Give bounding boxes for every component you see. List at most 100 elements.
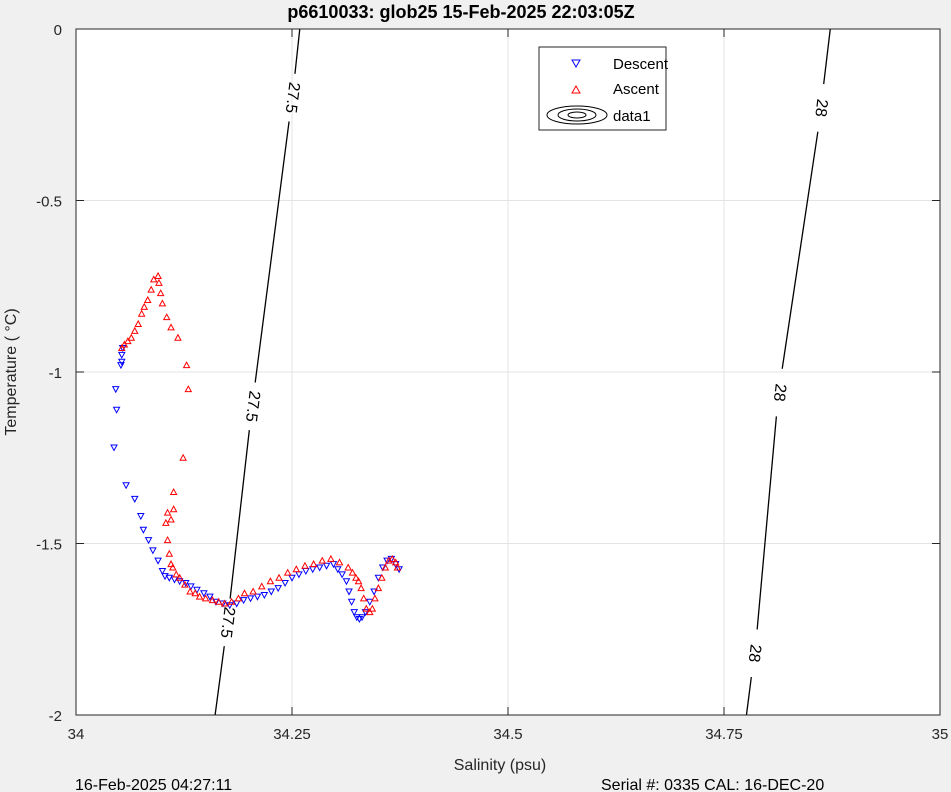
- ascent-point-31: [220, 599, 229, 607]
- descent-point-22: [200, 590, 208, 598]
- descent-marker-icon: [571, 59, 581, 69]
- ascent-point-18: [327, 554, 335, 562]
- contour-1-label-0: 28: [745, 643, 764, 663]
- y-tick-label-4: -2: [49, 708, 62, 725]
- ascent-point-62: [143, 295, 152, 303]
- descent-point-42: [333, 566, 342, 574]
- legend-entry-data1: data1: [546, 105, 651, 125]
- ascent-point-35: [195, 592, 204, 600]
- ascent-marker-icon: [571, 84, 581, 94]
- ascent-point-41: [168, 563, 177, 571]
- contour-0-segment-end: [294, 28, 301, 74]
- ascent-point-56: [158, 299, 167, 307]
- contour-0-label-1: 27.5: [242, 390, 263, 423]
- descent-point-8: [130, 495, 139, 503]
- x-axis-label: Salinity (psu): [454, 757, 546, 774]
- descent-point-5: [112, 406, 121, 414]
- descent-point-46: [347, 598, 356, 606]
- legend-label-data1: data1: [613, 108, 651, 125]
- ascent-point-55: [162, 313, 171, 321]
- ascent-point-26: [257, 582, 266, 590]
- descent-point-7: [122, 482, 130, 490]
- ascent-point-54: [167, 323, 175, 331]
- descent-point-10: [139, 526, 148, 534]
- ascent-point-5: [378, 573, 386, 581]
- ascent-point-66: [130, 326, 139, 334]
- descent-point-24: [212, 598, 220, 606]
- ascent-point-27: [249, 587, 257, 595]
- y-tick-label-0: 0: [54, 22, 62, 39]
- contour-0-label-0: 27.5: [217, 606, 238, 639]
- ascent-point-43: [165, 549, 174, 557]
- ascent-point-49: [169, 488, 178, 496]
- ascent-point-13: [354, 577, 363, 585]
- contour-1-segment-0: [745, 677, 752, 716]
- ascent-point-9: [365, 608, 374, 616]
- descent-point-0: [117, 351, 126, 359]
- y-tick-label-1: -0.5: [36, 194, 62, 211]
- ascent-point-40: [172, 570, 181, 578]
- ascent-point-68: [123, 337, 132, 345]
- ascent-point-0: [393, 563, 402, 571]
- y-tick-label-3: -1.5: [36, 537, 62, 554]
- chart-title: p6610033: glob25 15-Feb-2025 22:03:05Z: [287, 2, 634, 22]
- legend-label-ascent: Ascent: [613, 81, 660, 98]
- descent-point-39: [315, 564, 324, 572]
- descent-point-23: [206, 593, 214, 601]
- descent-point-34: [281, 579, 289, 587]
- descent-point-2: [117, 358, 126, 366]
- ascent-point-69: [120, 340, 129, 348]
- ascent-point-7: [371, 594, 379, 602]
- ascent-point-58: [155, 278, 163, 286]
- ascent-point-23: [283, 568, 292, 576]
- descent-point-32: [267, 588, 276, 596]
- ascent-point-61: [147, 285, 156, 293]
- legend-label-descent: Descent: [613, 56, 669, 73]
- ascent-point-44: [163, 536, 172, 544]
- descent-point-55: [378, 564, 387, 572]
- x-axis-ticks: 34 34.25 34.5 34.75 35: [68, 29, 949, 743]
- ascent-point-59: [154, 271, 162, 279]
- ascent-point-36: [191, 589, 200, 597]
- descent-point-13: [154, 557, 162, 565]
- ascent-point-52: [182, 361, 191, 369]
- legend: Descent Ascent data1: [538, 46, 669, 131]
- descent-point-47: [350, 609, 359, 617]
- data-points: [110, 271, 403, 624]
- descent-point-14: [158, 567, 167, 575]
- x-tick-label-1: 34.25: [273, 726, 311, 743]
- footer-timestamp: 16-Feb-2025 04:27:11: [75, 777, 232, 792]
- descent-point-43: [338, 571, 346, 579]
- ascent-point-8: [368, 604, 377, 612]
- ascent-point-1: [391, 558, 400, 566]
- ascent-point-24: [275, 573, 283, 581]
- ascent-point-50: [179, 453, 187, 461]
- y-tick-label-2: -1: [49, 365, 62, 382]
- descent-point-16: [165, 574, 174, 582]
- x-tick-label-3: 34.75: [705, 726, 743, 743]
- y-axis-ticks: 0 -0.5 -1 -1.5 -2: [36, 22, 940, 725]
- ascent-point-39: [175, 573, 184, 581]
- ascent-point-11: [359, 594, 368, 602]
- descent-point-30: [253, 593, 262, 601]
- descent-point-45: [345, 588, 353, 596]
- descent-point-40: [322, 562, 331, 570]
- ascent-point-70: [117, 343, 126, 351]
- y-axis-label: Temperature ( °C): [3, 308, 20, 435]
- ascent-point-63: [140, 302, 149, 310]
- descent-point-3: [117, 362, 125, 370]
- ascent-point-3: [384, 556, 393, 564]
- descent-point-4: [111, 386, 120, 394]
- x-tick-label-0: 34: [68, 726, 85, 743]
- ascent-point-57: [156, 289, 165, 297]
- descent-point-44: [342, 578, 351, 586]
- descent-point-28: [239, 597, 248, 605]
- ascent-point-53: [174, 333, 182, 341]
- x-tick-label-4: 35: [932, 726, 949, 743]
- descent-point-11: [144, 537, 153, 545]
- ascent-point-28: [240, 589, 249, 597]
- ascent-point-15: [348, 568, 357, 576]
- ascent-point-47: [163, 508, 172, 516]
- descent-point-52: [365, 598, 374, 606]
